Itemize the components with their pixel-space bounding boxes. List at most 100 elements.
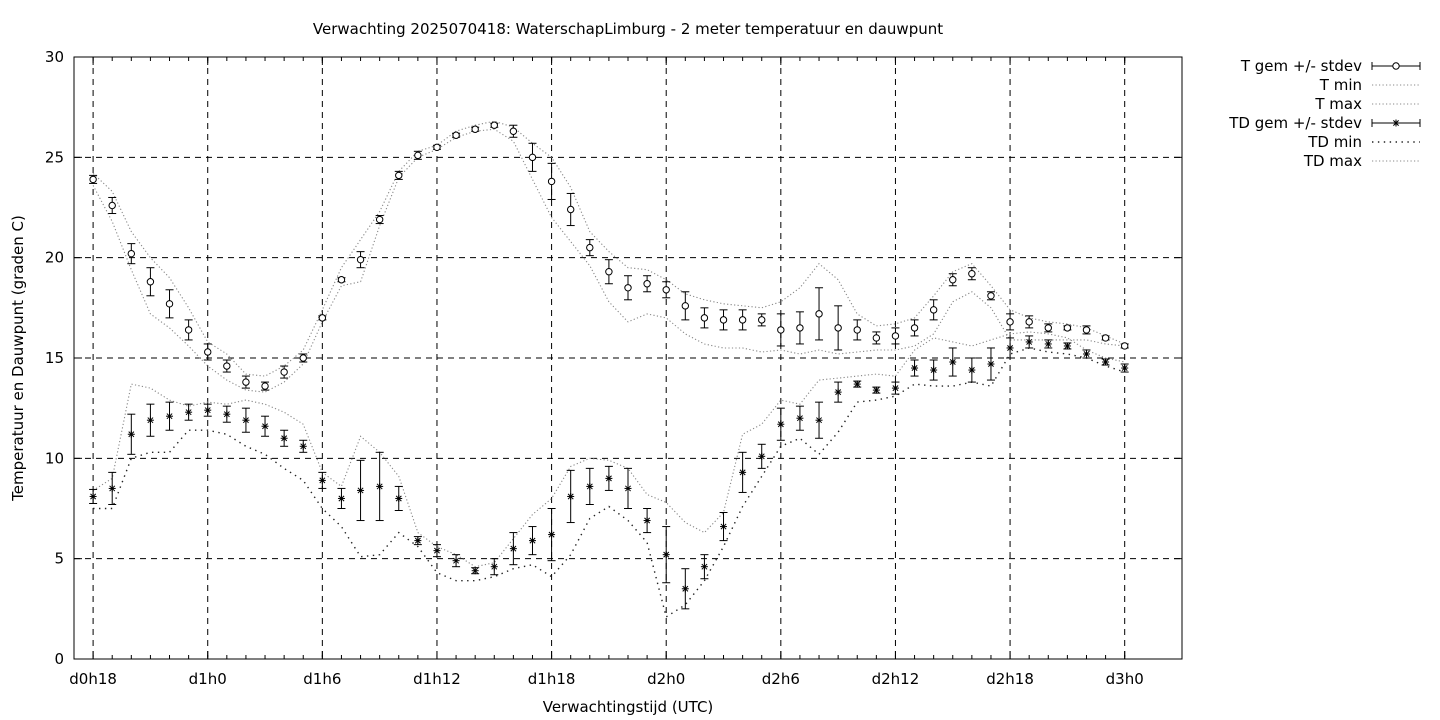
star-stroke bbox=[548, 531, 555, 538]
t-mean-point bbox=[1044, 324, 1052, 332]
star-stroke bbox=[357, 487, 364, 494]
x-tick-label: d1h6 bbox=[303, 670, 341, 688]
t-mean-point bbox=[165, 300, 174, 308]
star-stroke bbox=[90, 493, 97, 500]
t-mean-point bbox=[146, 278, 155, 286]
t-mean-point bbox=[356, 255, 365, 264]
x-tick-label: d0h18 bbox=[69, 670, 117, 688]
series-t-min-line bbox=[92, 128, 1125, 393]
axes: 0 5 10 15 20 25 30 d0h18 d1h0 d1h6 d1h12 d1h18 d2h0 d… bbox=[45, 48, 1183, 688]
t-mean-point bbox=[184, 326, 193, 334]
t-mean-point bbox=[375, 215, 384, 224]
t-mean-point bbox=[1006, 318, 1014, 326]
t-mean-point bbox=[605, 268, 613, 276]
t-mean-point bbox=[719, 316, 728, 324]
td-mean-point bbox=[1082, 350, 1090, 358]
t-mean-point bbox=[261, 382, 269, 390]
star-stroke bbox=[682, 585, 689, 592]
t-mean-point bbox=[1025, 318, 1033, 326]
td-mean-point bbox=[624, 484, 632, 492]
td-mean-point bbox=[796, 414, 804, 422]
td-mean-point bbox=[528, 537, 536, 545]
td-mean-point bbox=[605, 474, 613, 482]
t-mean-point bbox=[738, 316, 747, 324]
td-mean-point bbox=[471, 567, 479, 575]
t-mean-point bbox=[242, 378, 250, 386]
t-mean-point bbox=[872, 334, 881, 342]
t-mean-point bbox=[910, 324, 919, 332]
legend-label: T min bbox=[1319, 76, 1362, 94]
t-mean-point bbox=[528, 153, 537, 162]
t-mean-point bbox=[987, 292, 995, 300]
x-tick-label: d2h0 bbox=[647, 670, 685, 688]
t-mean-point bbox=[758, 316, 766, 324]
td-mean-point bbox=[949, 358, 957, 366]
star-stroke bbox=[204, 407, 211, 414]
star-stroke bbox=[663, 551, 670, 558]
t-mean-point bbox=[337, 276, 346, 284]
star-stroke bbox=[414, 537, 421, 544]
td-mean-point bbox=[586, 482, 594, 490]
t-mean-point bbox=[643, 280, 651, 288]
t-mean-point bbox=[777, 326, 785, 334]
td-mean-point bbox=[414, 537, 422, 545]
series-t-max-line bbox=[92, 120, 1125, 377]
t-mean-point bbox=[891, 332, 900, 340]
td-mean-point bbox=[548, 531, 556, 539]
star-stroke bbox=[777, 421, 784, 428]
y-tick-label: 20 bbox=[45, 249, 64, 267]
td-mean-point bbox=[1006, 344, 1014, 352]
x-tick-label: d3h0 bbox=[1106, 670, 1144, 688]
td-mean-point bbox=[777, 420, 785, 428]
t-mean-point bbox=[929, 306, 938, 314]
star-stroke bbox=[223, 411, 230, 418]
star-stroke bbox=[1393, 120, 1399, 126]
star-stroke bbox=[166, 413, 173, 420]
x-tick-label: d1h0 bbox=[189, 670, 227, 688]
td-mean-point bbox=[643, 517, 651, 525]
td-mean-point bbox=[758, 452, 766, 460]
t-mean-point bbox=[471, 125, 479, 133]
t-mean-point bbox=[949, 276, 957, 284]
t-mean-point bbox=[968, 270, 976, 278]
star-stroke bbox=[854, 381, 861, 388]
td-mean-point bbox=[987, 360, 995, 368]
star-stroke bbox=[128, 431, 135, 438]
td-mean-point bbox=[337, 494, 345, 502]
td-mean-point bbox=[681, 585, 689, 593]
td-mean-point bbox=[1025, 338, 1033, 346]
td-mean-point bbox=[318, 476, 326, 484]
td-mean-point bbox=[1102, 358, 1110, 366]
star-stroke bbox=[109, 485, 116, 492]
legend-label: TD min bbox=[1307, 133, 1362, 151]
star-stroke bbox=[968, 367, 975, 374]
td-mean-point bbox=[280, 434, 288, 442]
t-mean-point bbox=[1082, 326, 1091, 334]
star-stroke bbox=[319, 477, 326, 484]
y-tick-label: 25 bbox=[45, 148, 64, 166]
star-stroke bbox=[816, 417, 823, 424]
star-stroke bbox=[395, 495, 402, 502]
star-stroke bbox=[529, 537, 536, 544]
t-mean-point bbox=[89, 175, 97, 184]
td-mean-point bbox=[261, 422, 269, 430]
star-stroke bbox=[1064, 342, 1071, 349]
y-tick-label: 30 bbox=[45, 48, 64, 66]
star-stroke bbox=[873, 387, 880, 394]
x-axis-label: Verwachtingstijd (UTC) bbox=[543, 698, 714, 716]
td-mean-point bbox=[490, 563, 498, 571]
star-stroke bbox=[796, 415, 803, 422]
t-mean-point bbox=[127, 249, 136, 258]
td-mean-point bbox=[89, 492, 97, 500]
legend-marker bbox=[1392, 62, 1400, 70]
star-stroke bbox=[720, 523, 727, 530]
star-stroke bbox=[911, 365, 918, 372]
star-stroke bbox=[1083, 351, 1090, 357]
star-stroke bbox=[605, 475, 612, 482]
t-mean-point bbox=[280, 368, 288, 376]
legend-label: TD gem +/- stdev bbox=[1228, 114, 1362, 132]
td-mean-point bbox=[930, 366, 938, 374]
t-mean-point bbox=[624, 284, 632, 292]
star-stroke bbox=[242, 417, 249, 424]
t-mean-point bbox=[547, 177, 556, 186]
